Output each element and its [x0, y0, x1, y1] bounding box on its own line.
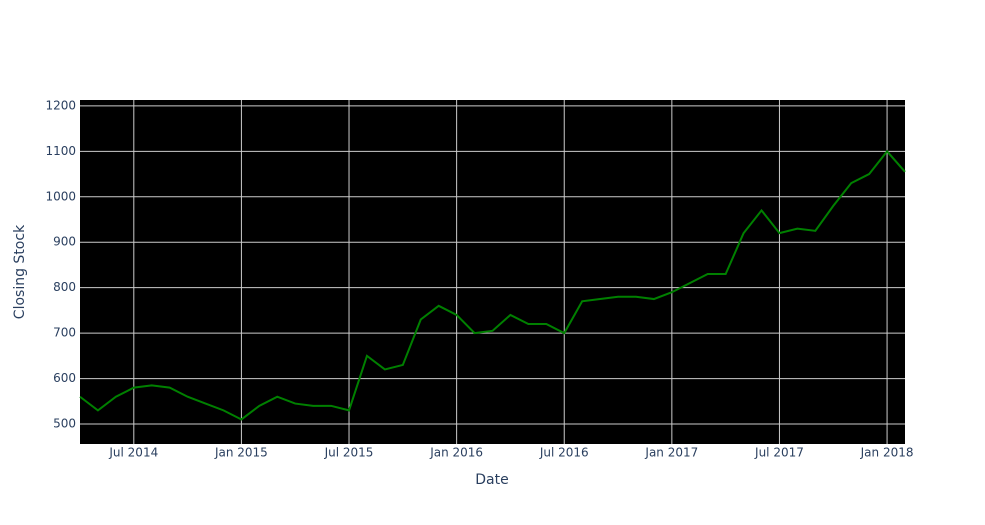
x-tick-label: Jul 2016: [539, 446, 589, 460]
x-tick-label: Jan 2015: [214, 446, 268, 460]
x-tick-label: Jan 2018: [860, 446, 914, 460]
y-tick-label: 700: [53, 326, 76, 340]
y-tick-label: 900: [53, 235, 76, 249]
y-tick-label: 500: [53, 417, 76, 431]
x-tick-label: Jul 2015: [324, 446, 374, 460]
x-axis-title: Date: [475, 472, 508, 488]
y-tick-label: 800: [53, 280, 76, 294]
y-tick-label: 600: [53, 371, 76, 385]
y-tick-label: 1000: [45, 189, 76, 203]
x-tick-label: Jan 2017: [644, 446, 698, 460]
line: [79, 149, 906, 421]
y-tick-label: 1100: [45, 144, 76, 158]
x-tick-label: Jan 2016: [429, 446, 483, 460]
x-tick-label: Jul 2017: [754, 446, 804, 460]
plot-area: [80, 100, 905, 444]
x-tick-label: Jul 2014: [108, 446, 158, 460]
y-tick-label: 1200: [45, 98, 76, 112]
y-axis-title: Closing Stock: [12, 224, 28, 319]
